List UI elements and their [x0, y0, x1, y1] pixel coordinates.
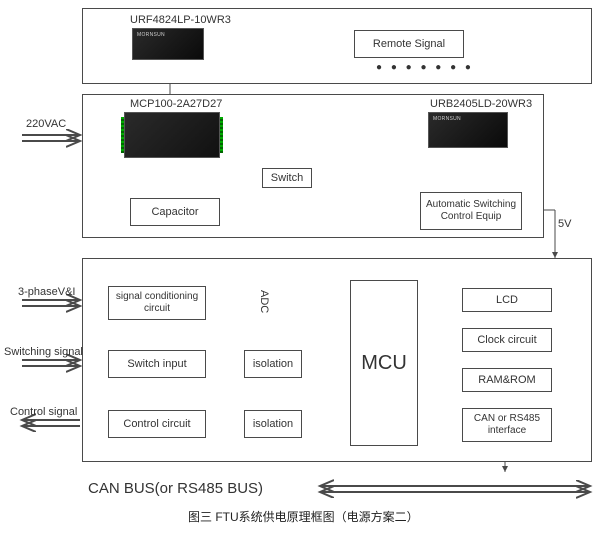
urf-module-photo [132, 28, 204, 60]
capacitor-box: Capacitor [130, 198, 220, 226]
mcp-module-photo [124, 112, 220, 158]
v5-label: 5V [558, 218, 571, 230]
control-signal-label: Control signal [10, 406, 77, 418]
mcu-box: MCU [350, 280, 418, 446]
can-interface-box: CAN or RS485 interface [462, 408, 552, 442]
diagram-root: URF4824LP-10WR3 Remote Signal ● ● ● ● ● … [0, 0, 614, 546]
urb-part-label: URB2405LD-20WR3 [430, 98, 532, 110]
signal-conditioning-box: signal conditioning circuit [108, 286, 206, 320]
bus-label: CAN BUS(or RS485 BUS) [88, 480, 263, 497]
switch-box: Switch [262, 168, 312, 188]
adc-label: ADC [258, 290, 270, 313]
isolation1-box: isolation [244, 350, 302, 378]
ram-box: RAM&ROM [462, 368, 552, 392]
mcp-part-label: MCP100-2A27D27 [130, 98, 222, 110]
asc-box: Automatic Switching Control Equip [420, 192, 522, 230]
figure-caption: 图三 FTU系统供电原理框图（电源方案二） [188, 508, 419, 525]
switching-signal-label: Switching signal [4, 346, 83, 358]
three-phase-label: 3-phaseV&I [18, 286, 75, 298]
clock-box: Clock circuit [462, 328, 552, 352]
remote-signal-box: Remote Signal [354, 30, 464, 58]
urf-part-label: URF4824LP-10WR3 [130, 14, 231, 26]
ac-input-label: 220VAC [26, 118, 66, 130]
switch-input-box: Switch input [108, 350, 206, 378]
isolation2-box: isolation [244, 410, 302, 438]
lcd-box: LCD [462, 288, 552, 312]
control-circuit-box: Control circuit [108, 410, 206, 438]
urb-module-photo [428, 112, 508, 148]
ellipsis-dots: ● ● ● ● ● ● ● [376, 62, 474, 73]
